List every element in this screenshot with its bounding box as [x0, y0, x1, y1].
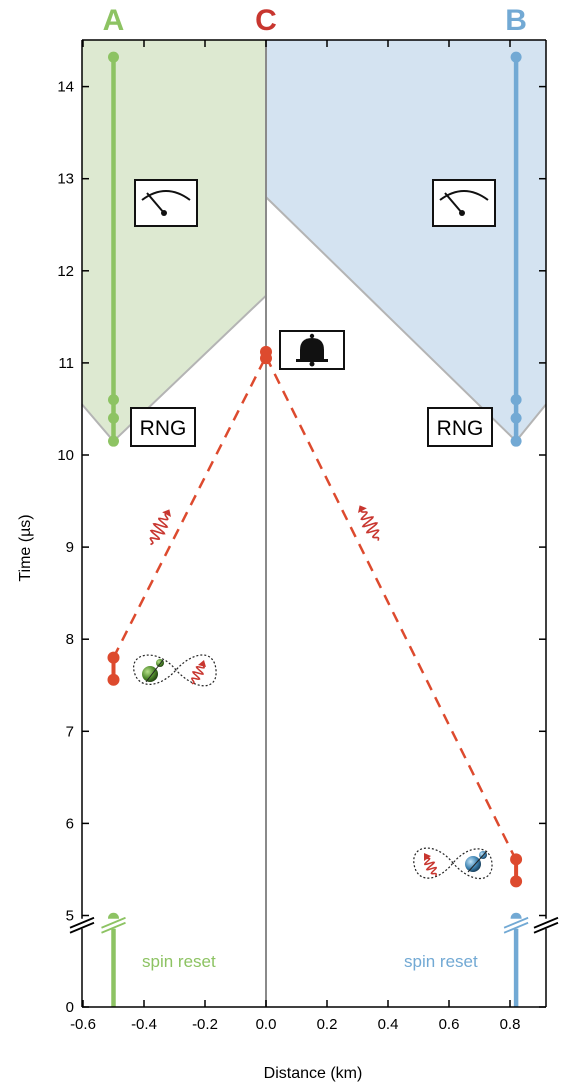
- axis-break-mark: [69, 921, 95, 934]
- axis-break-mark: [503, 916, 529, 929]
- x-tick-label: 0.2: [317, 1016, 338, 1033]
- axis-break-mark: [101, 916, 126, 929]
- site-a-label: A: [103, 4, 125, 37]
- photon-icon: [358, 505, 380, 541]
- axis-break-mark: [533, 916, 559, 929]
- rng-right-label: RNG: [437, 417, 484, 440]
- x-tick-label: -0.4: [131, 1016, 157, 1033]
- axis-break-mark: [503, 921, 529, 934]
- site-a-event-point: [108, 394, 119, 406]
- meter-icon: [134, 179, 198, 227]
- meter-icon: [432, 179, 496, 227]
- site-a-future-region: [82, 40, 266, 442]
- y-tick-label: 13: [57, 171, 74, 188]
- y-tick-label: 7: [66, 723, 74, 740]
- y-tick-label: 5: [66, 908, 74, 925]
- axis-break-gap: [534, 918, 558, 929]
- site-c-label: C: [255, 4, 277, 37]
- emission-point: [107, 673, 120, 686]
- photon-icon: [149, 509, 171, 546]
- site-b-label: B: [505, 4, 527, 37]
- spin-reset-label-right: spin reset: [404, 952, 478, 971]
- y-tick-label: 14: [57, 79, 74, 96]
- site-b-future-region: [266, 40, 546, 442]
- y-tick-label: 10: [57, 447, 74, 464]
- site-b-event-point: [510, 435, 522, 447]
- axes: 0 5 6 7 8 9 10 11 12 13 14 -0.6 -0.4 -0.2 0.0 0.2 0.4 0.6…: [57, 39, 559, 1033]
- x-tick-label: 0.0: [256, 1016, 277, 1033]
- worldlines: [101, 51, 529, 1007]
- emission-point: [107, 651, 120, 664]
- site-b-event-point: [510, 394, 522, 406]
- y-tick-label: 0: [66, 999, 74, 1016]
- bell-icon: [279, 330, 345, 370]
- site-a-event-point: [108, 435, 119, 447]
- axis-break-mark: [533, 921, 559, 934]
- site-b-event-point: [510, 412, 522, 424]
- y-tick-label: 12: [57, 263, 74, 280]
- x-tick-label: -0.2: [192, 1016, 218, 1033]
- y-tick-label: 11: [58, 355, 74, 372]
- emission-points: [107, 345, 523, 888]
- x-tick-label: 0.8: [500, 1016, 521, 1033]
- axis-break-mark: [69, 916, 95, 929]
- site-a-event-point: [108, 412, 119, 424]
- emission-point: [510, 875, 523, 888]
- y-tick-label: 8: [66, 631, 74, 648]
- axis-break-mark: [101, 921, 126, 934]
- rng-left-label: RNG: [140, 417, 187, 440]
- y-axis-title: Time (µs): [17, 514, 34, 581]
- x-axis-title: Distance (km): [264, 1065, 363, 1082]
- entangled-spin-icon: [133, 654, 217, 687]
- axis-break-gap: [70, 918, 94, 929]
- x-tick-label: -0.6: [70, 1016, 96, 1033]
- y-tick-label: 9: [66, 539, 74, 556]
- y-tick-label: 6: [66, 815, 74, 832]
- axis-break-gap: [101, 918, 126, 929]
- axis-break-gap: [504, 918, 529, 929]
- spin-reset-label-left: spin reset: [142, 952, 216, 971]
- emission-point: [510, 853, 523, 866]
- site-a-event-point: [108, 51, 119, 63]
- rng-box-left: RNG: [130, 407, 196, 447]
- emission-point: [260, 345, 272, 358]
- x-tick-label: 0.4: [378, 1016, 399, 1033]
- site-b-event-point: [510, 51, 522, 63]
- x-tick-label: 0.6: [439, 1016, 460, 1033]
- rng-box-right: RNG: [427, 407, 493, 447]
- entangled-spin-icon: [413, 847, 493, 879]
